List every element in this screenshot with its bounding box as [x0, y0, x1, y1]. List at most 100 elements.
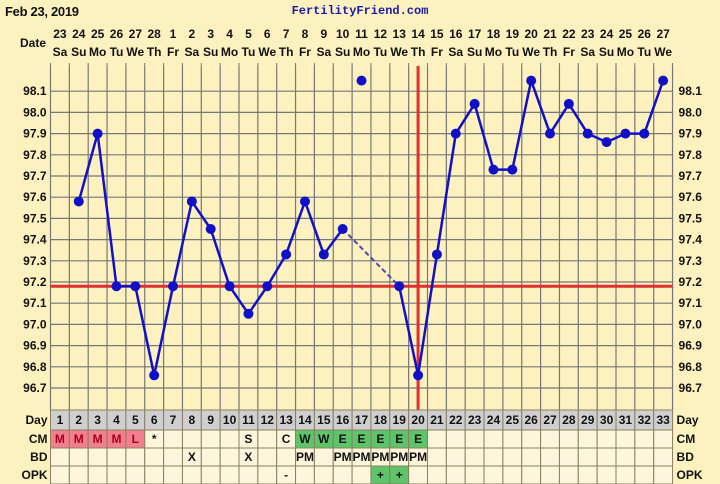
opk-cell — [295, 465, 315, 484]
y-tick-label-right: 97.3 — [679, 254, 703, 268]
cm-cell-text: M — [111, 432, 121, 446]
y-tick-label-right: 98.0 — [679, 105, 703, 119]
day-cell-text: 30 — [600, 413, 614, 427]
opk-cell-text: - — [284, 468, 288, 482]
site-title[interactable]: FertilityFriend.com — [291, 4, 429, 18]
y-tick-label-right: 97.9 — [679, 127, 703, 141]
weekday-label: Tu — [373, 45, 387, 59]
chart-date: Feb 23, 2019 — [5, 4, 79, 19]
temp-line-segment — [152, 285, 175, 376]
cm-cell — [427, 429, 447, 449]
temp-point — [545, 128, 556, 139]
temp-point — [262, 281, 273, 292]
date-label: 3 — [207, 27, 214, 41]
opk-cell — [181, 465, 202, 484]
date-label: 9 — [320, 27, 327, 41]
weekday-label: We — [654, 45, 672, 59]
date-label: 21 — [543, 27, 557, 41]
temp-point — [601, 137, 612, 148]
y-tick-label-left: 97.5 — [23, 211, 47, 225]
cm-cell-text: C — [282, 432, 291, 446]
cm-cell — [653, 429, 674, 449]
temp-point — [639, 128, 650, 139]
date-label: 4 — [226, 27, 233, 41]
temp-line-segment — [77, 133, 99, 202]
date-label: 23 — [581, 27, 595, 41]
date-label: 23 — [53, 27, 67, 41]
day-cell-text: 6 — [151, 413, 158, 427]
cm-cell-text: E — [395, 432, 403, 446]
weekday-label: Mo — [353, 45, 370, 59]
date-label: 5 — [245, 27, 252, 41]
cm-cell-text: * — [152, 432, 157, 446]
day-cell-text: 20 — [411, 413, 425, 427]
temp-point — [507, 164, 518, 175]
temp-point — [582, 128, 593, 139]
opk-cell — [351, 465, 372, 484]
temp-point — [149, 370, 160, 381]
opk-cell — [615, 465, 636, 484]
temp-point — [658, 75, 669, 86]
bd-cell — [483, 447, 504, 467]
date-label: 13 — [393, 27, 407, 41]
temp-dashed-segment — [341, 228, 400, 287]
cm-cell-text: E — [376, 432, 384, 446]
opk-cell — [464, 465, 485, 484]
temp-point — [73, 196, 84, 207]
weekday-label: Fr — [431, 45, 443, 59]
cm-cell — [200, 429, 221, 449]
weekday-label: Sa — [448, 45, 463, 59]
y-tick-label-right: 96.8 — [679, 360, 703, 374]
cm-cell — [445, 429, 466, 449]
bd-cell — [577, 447, 598, 467]
date-label: 2 — [189, 27, 196, 41]
temp-line-segment — [416, 254, 439, 376]
y-tick-label-left: 98.1 — [23, 84, 47, 98]
date-label: 26 — [110, 27, 124, 41]
temp-line-segment — [454, 103, 476, 135]
day-cell-text: 15 — [317, 413, 331, 427]
bd-cell — [653, 447, 674, 467]
temp-point — [413, 370, 424, 381]
bd-cell — [615, 447, 636, 467]
date-label: 24 — [600, 27, 614, 41]
temp-point — [281, 249, 292, 260]
y-tick-label-right: 98.1 — [679, 84, 703, 98]
opk-cell — [445, 465, 466, 484]
bd-cell — [200, 447, 221, 467]
temp-point — [526, 75, 537, 86]
day-cell-text: 17 — [355, 413, 369, 427]
temp-line-segment — [171, 201, 194, 287]
opk-row-label-left: OPK — [21, 468, 47, 482]
temp-point — [450, 128, 461, 139]
opk-cell — [50, 465, 70, 484]
cm-cell-text: W — [299, 432, 311, 446]
day-cell-text: 10 — [223, 413, 237, 427]
date-label: 24 — [72, 27, 86, 41]
temp-line-segment — [322, 228, 344, 256]
date-label: 1 — [170, 27, 177, 41]
bd-cell — [50, 447, 70, 467]
bd-cell — [313, 447, 334, 467]
bd-cell — [257, 447, 278, 467]
cm-cell — [464, 429, 485, 449]
weekday-label: We — [258, 45, 276, 59]
day-row-label-right: Day — [677, 413, 699, 427]
weekday-label: Sa — [185, 45, 200, 59]
y-tick-label-right: 97.7 — [679, 169, 703, 183]
cm-cell-text: M — [74, 432, 84, 446]
date-label: 12 — [374, 27, 388, 41]
y-tick-label-left: 97.4 — [23, 233, 47, 247]
cm-row-label-right: CM — [677, 432, 696, 446]
cm-cell-text: E — [358, 432, 366, 446]
opk-cell — [106, 465, 127, 484]
day-cell-text: 16 — [336, 413, 350, 427]
y-tick-label-right: 97.6 — [679, 190, 703, 204]
bd-cell — [540, 447, 560, 467]
temp-point — [488, 164, 499, 175]
date-row-label: Date — [20, 36, 46, 50]
opk-cell — [238, 465, 259, 484]
date-label: 27 — [656, 27, 670, 41]
weekday-label: Sa — [316, 45, 331, 59]
cm-cell-text: E — [339, 432, 347, 446]
